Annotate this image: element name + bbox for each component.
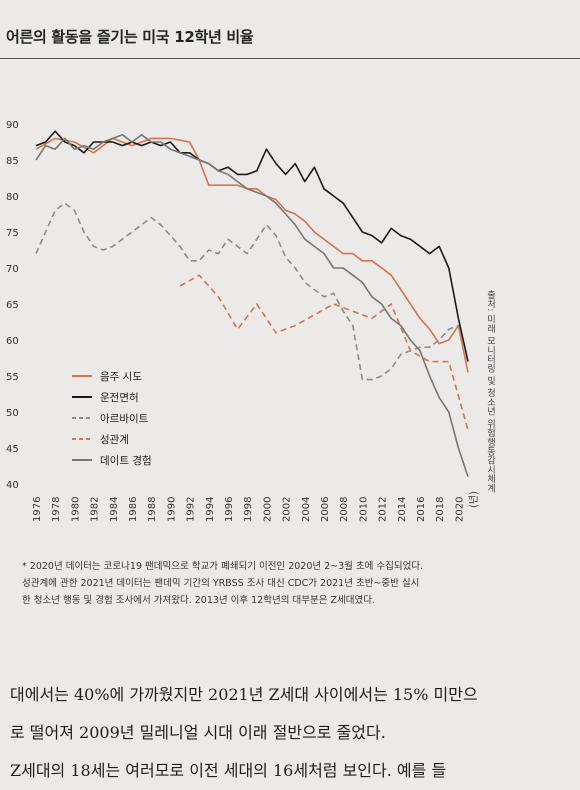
source-note: 출처: 미래 모니터링 및 청소년 위험행동감시체계 <box>485 290 495 493</box>
chart-title: 어른의 활동을 즐기는 미국 12학년 비율 <box>6 28 254 46</box>
y-tick-label: 50 <box>6 408 19 419</box>
x-tick-label: 2008 <box>339 497 350 522</box>
body-line: 로 떨어져 2009년 밀레니얼 시대 이래 절반으로 줄었다. <box>10 723 386 742</box>
y-tick-label: 65 <box>6 300 19 311</box>
footnote: * 2020년 데이터는 코로나19 팬데믹으로 학교가 폐쇄되기 이전인 20… <box>22 558 522 609</box>
series-lines <box>35 130 469 478</box>
y-tick-label: 75 <box>6 228 19 239</box>
body-line: Z세대의 18세는 여러모로 이전 세대의 16세처럼 보인다. 예를 들 <box>10 761 447 780</box>
x-tick-label: 2010 <box>358 497 369 522</box>
footnote-line: 성관계에 관한 2021년 데이터는 팬데믹 기간의 YRBSS 조사 대신 C… <box>22 578 420 589</box>
legend-label: 성관계 <box>100 434 129 446</box>
x-tick-label: 1990 <box>166 497 177 522</box>
x-tick-label: 2004 <box>301 497 312 522</box>
x-tick-label: 1984 <box>109 497 120 522</box>
x-tick-label: 2014 <box>397 497 408 522</box>
y-tick-label: 45 <box>6 444 19 455</box>
y-tick-label: 70 <box>6 264 19 275</box>
x-axis: 1976 1978 1980 1982 1984 1986 1988 1990 1992 1994… <box>32 491 480 522</box>
series-line <box>179 274 469 431</box>
title-divider <box>0 58 580 59</box>
x-tick-label: 1994 <box>205 497 216 522</box>
x-tick-label: 2002 <box>282 497 293 522</box>
x-tick-label: 1980 <box>70 497 81 522</box>
x-tick-label: 1992 <box>186 497 197 522</box>
legend-label: 데이트 경험 <box>100 454 152 467</box>
y-tick-label: 85 <box>6 156 19 167</box>
x-tick-label: 2012 <box>378 497 389 522</box>
series-line <box>35 202 459 381</box>
footnote-line: 한 청소년 행동 및 경험 조사에서 가져왔다. 2013년 이후 12학년의 … <box>22 595 375 606</box>
series-line <box>35 134 469 478</box>
legend-label: 음주 시도 <box>100 371 142 383</box>
x-unit-label: (년) <box>468 491 480 508</box>
x-tick-label: 1996 <box>224 497 235 522</box>
y-tick-label: 60 <box>6 336 19 347</box>
legend-label: 아르바이트 <box>100 413 149 425</box>
y-tick-label: 55 <box>6 372 19 383</box>
x-tick-label: 2018 <box>435 497 446 522</box>
x-tick-label: 1982 <box>90 497 101 522</box>
footnote-line: * 2020년 데이터는 코로나19 팬데믹으로 학교가 폐쇄되기 이전인 20… <box>22 561 424 572</box>
x-tick-label: 1998 <box>243 497 254 522</box>
x-tick-label: 1978 <box>51 497 62 522</box>
body-line: 대에서는 40%에 가까웠지만 2021년 Z세대 사이에서는 15% 미만으 <box>10 685 478 704</box>
y-tick-label: 80 <box>6 192 19 203</box>
x-tick-label: 2020 <box>454 497 465 522</box>
x-tick-label: 2000 <box>262 497 273 522</box>
series-line <box>35 137 469 373</box>
y-axis: 40 45 50 55 60 65 70 75 80 85 90 <box>6 120 19 491</box>
x-tick-label: 1976 <box>32 497 43 522</box>
legend-label: 운전면허 <box>100 392 139 404</box>
x-tick-label: 1988 <box>147 497 158 522</box>
x-tick-label: 1986 <box>128 497 139 522</box>
x-tick-label: 2016 <box>416 497 427 522</box>
x-tick-label: 2006 <box>320 497 331 522</box>
y-tick-label: 90 <box>6 120 19 131</box>
y-tick-label: 40 <box>6 480 19 491</box>
series-line <box>35 130 469 362</box>
